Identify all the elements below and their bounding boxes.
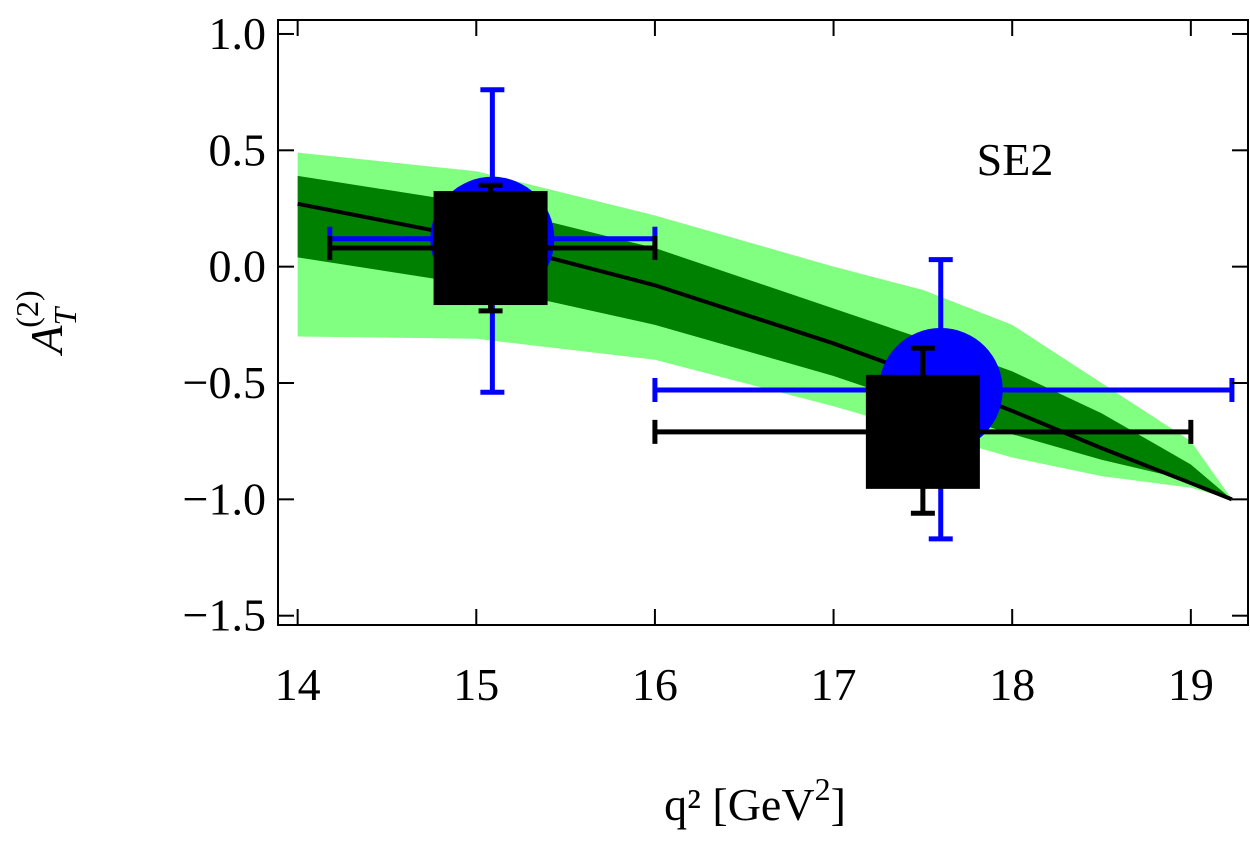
annotation: SE2 <box>977 134 1054 185</box>
plot-area <box>297 87 1235 542</box>
y-tick-label: −1.5 <box>183 590 266 641</box>
y-label-main: A <box>21 325 72 357</box>
x-tick-label: 18 <box>989 659 1035 710</box>
x-tick-label: 14 <box>275 659 321 710</box>
y-label-sup: (2) <box>9 290 45 327</box>
y-tick-label: −0.5 <box>183 357 266 408</box>
x-label-sup: 2 <box>815 771 831 807</box>
x-tick-label: 16 <box>632 659 678 710</box>
y-tick-label: −1.0 <box>183 473 266 524</box>
frame <box>277 19 1249 626</box>
x-tick-label: 19 <box>1168 659 1214 710</box>
x-tick-label: 17 <box>811 659 857 710</box>
y-label-sub: T <box>47 306 83 326</box>
y-tick-label: 0.0 <box>209 241 267 292</box>
x-label-main: q² [GeV <box>664 779 814 830</box>
y-tick-label: 0.5 <box>209 124 267 175</box>
x-label-end: ] <box>831 779 846 830</box>
y-tick-label: 1.0 <box>209 8 267 59</box>
x-tick-label: 15 <box>453 659 499 710</box>
x-axis-label: q² [GeV2] <box>664 771 846 830</box>
y-axis-label: AT(2) <box>9 290 83 356</box>
